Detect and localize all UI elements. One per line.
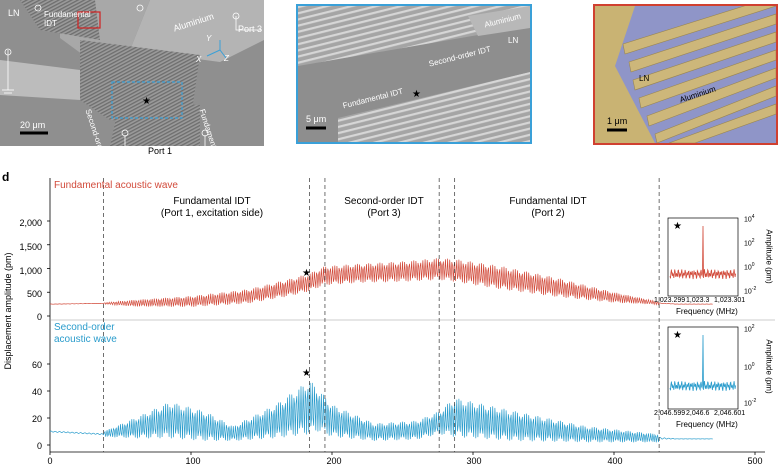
top-series-label: Fundamental acoustic wave bbox=[54, 180, 178, 191]
top-y-tick: 0 bbox=[36, 312, 42, 322]
region-label-3-sub: (Port 2) bbox=[531, 208, 565, 219]
top-y-tick: 1,500 bbox=[19, 242, 42, 252]
inset-bottom-spectrum bbox=[669, 334, 737, 392]
inset-top-y-tick: 102 bbox=[744, 238, 755, 248]
top-series-line bbox=[49, 258, 713, 307]
region-label-1-sub: (Port 1, excitation side) bbox=[160, 208, 264, 219]
inset-bottom-y-tick: 100 bbox=[744, 362, 755, 372]
sem-left-star: ★ bbox=[142, 96, 151, 107]
sem-middle-ln-label: LN bbox=[508, 36, 519, 45]
x-tick: 400 bbox=[607, 456, 623, 466]
inset-bottom-y-tick: 102 bbox=[744, 324, 755, 334]
panel-label-d: d bbox=[2, 170, 10, 184]
sem-left-port1-label: Port 1 bbox=[148, 146, 173, 156]
inset-top-y-tick: 100 bbox=[744, 262, 755, 272]
inset-top-x-tick: 1,023.3 bbox=[686, 297, 710, 304]
inset-bottom-y-tick: 10-2 bbox=[744, 398, 757, 408]
region-label-2-sub: (Port 3) bbox=[367, 208, 401, 219]
bottom-y-tick: 0 bbox=[36, 441, 42, 451]
inset-top-x-tick: 1,023.299 bbox=[654, 297, 686, 304]
sem-middle-star: ★ bbox=[412, 89, 421, 100]
sem-left-port3-label: Port 3 bbox=[238, 24, 263, 34]
inset-bottom-x-tick: 2,046.6 bbox=[686, 410, 710, 417]
inset-bottom-xlabel: Frequency (MHz) bbox=[676, 420, 738, 429]
sem-left-drawing bbox=[0, 0, 264, 146]
sem-right-scalebar-label: 1 μm bbox=[607, 116, 628, 126]
top-y-tick: 500 bbox=[26, 289, 42, 299]
bottom-series-star: ★ bbox=[302, 368, 311, 379]
inset-top-ylabel: Amplitude (pm) bbox=[764, 229, 774, 284]
x-tick: 0 bbox=[47, 456, 53, 466]
sem-left-axis-y: Y bbox=[206, 34, 212, 43]
bottom-y-tick: 40 bbox=[31, 387, 42, 397]
bottom-series-line bbox=[49, 382, 713, 443]
sem-right-drawing bbox=[595, 6, 776, 143]
inset-top-y-tick: 104 bbox=[744, 214, 755, 224]
sem-left-axis-x: X bbox=[196, 55, 202, 64]
inset-bottom-x-tick: 2,046.601 bbox=[714, 410, 746, 417]
x-tick: 100 bbox=[185, 456, 201, 466]
sem-left-ln-label: LN bbox=[8, 8, 20, 18]
sem-middle-drawing bbox=[298, 6, 530, 142]
sem-image-right: LN Aluminium 1 μm bbox=[593, 4, 778, 145]
inset-bottom-ylabel: Amplitude (pm) bbox=[764, 339, 774, 394]
inset-top-y-tick: 10-2 bbox=[744, 286, 757, 296]
inset-bottom-star: ★ bbox=[673, 330, 682, 341]
displacement-chart bbox=[47, 178, 775, 455]
region-label-1: Fundamental IDT bbox=[173, 196, 251, 207]
bottom-series-label: Second-order acoustic wave bbox=[54, 322, 117, 345]
sem-left-scalebar-label: 20 μm bbox=[20, 120, 46, 130]
inset-top-spectrum bbox=[669, 225, 736, 280]
x-tick: 300 bbox=[466, 456, 482, 466]
top-y-tick: 1,000 bbox=[19, 266, 42, 276]
bottom-y-tick: 20 bbox=[31, 414, 42, 424]
inset-top-x-tick: 1,023.301 bbox=[714, 297, 746, 304]
inset-bottom-x-tick: 2,046.599 bbox=[654, 410, 686, 417]
region-label-2: Second-order IDT bbox=[344, 196, 424, 207]
inset-top-xlabel: Frequency (MHz) bbox=[676, 307, 738, 316]
sem-right-ln-label: LN bbox=[639, 74, 650, 83]
x-tick: 500 bbox=[747, 456, 763, 466]
y-axis-label: Displacement amplitude (pm) bbox=[3, 252, 13, 370]
sem-left-axis-z: Z bbox=[224, 54, 229, 63]
sem-image-middle: Aluminium LN Second-order IDT Fundamenta… bbox=[296, 4, 532, 144]
sem-image-left: LN Fundamental IDT Aluminium Second-orde… bbox=[0, 0, 264, 146]
x-tick: 200 bbox=[326, 456, 342, 466]
sem-middle-scalebar-label: 5 μm bbox=[306, 114, 327, 124]
inset-top-star: ★ bbox=[673, 221, 682, 232]
top-y-tick: 2,000 bbox=[19, 218, 42, 228]
region-label-3: Fundamental IDT bbox=[509, 196, 587, 207]
bottom-y-tick: 60 bbox=[31, 360, 42, 370]
top-series-star: ★ bbox=[302, 268, 311, 279]
sem-left-fundamental-idt-label: Fundamental IDT bbox=[44, 10, 91, 28]
